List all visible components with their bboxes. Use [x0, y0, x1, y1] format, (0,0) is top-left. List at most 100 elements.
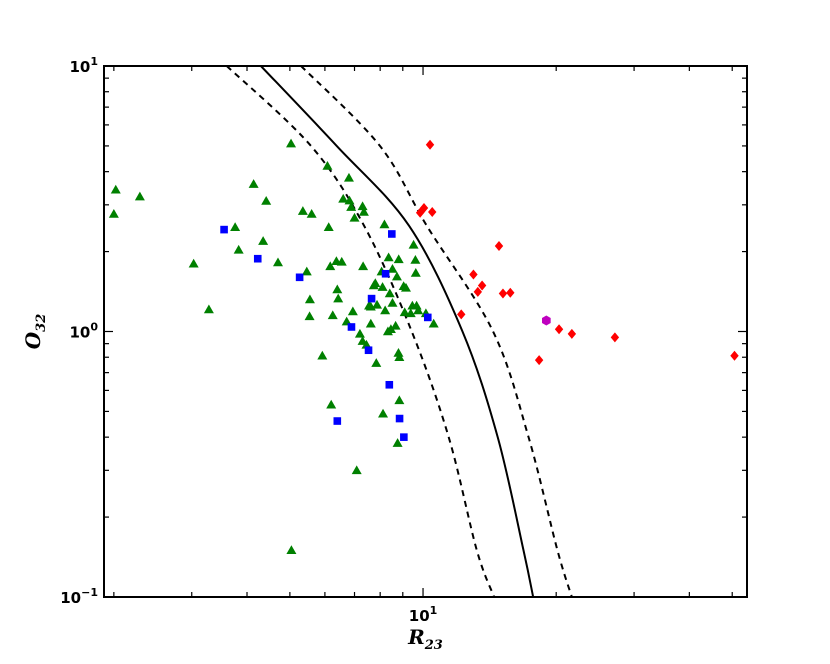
data-point-triangle	[383, 252, 394, 262]
data-point-triangle	[392, 438, 403, 447]
data-point-diamond	[506, 287, 515, 298]
data-point-triangle	[371, 358, 382, 367]
model-curve-solid	[260, 66, 535, 597]
data-point-triangle	[372, 299, 383, 309]
data-point-triangle	[336, 256, 347, 266]
data-point-triangle	[327, 310, 338, 320]
data-point-hexagon	[542, 315, 551, 326]
data-point-triangle	[286, 545, 297, 554]
data-point-triangle	[333, 293, 344, 303]
data-point-triangle	[387, 298, 398, 307]
curves-layer	[226, 66, 573, 597]
data-point-triangle	[233, 244, 244, 254]
data-point-square	[333, 417, 342, 425]
points-layer	[108, 138, 739, 554]
data-point-triangle	[405, 308, 416, 318]
data-point-triangle	[134, 191, 145, 201]
data-point-square	[395, 414, 404, 423]
data-point-triangle	[322, 161, 333, 170]
data-point-triangle	[306, 209, 317, 218]
data-point-diamond	[473, 286, 483, 297]
data-point-triangle	[188, 258, 199, 268]
data-point-triangle	[428, 318, 439, 328]
data-point-triangle	[393, 254, 404, 264]
data-point-square	[400, 433, 408, 441]
data-point-triangle	[385, 324, 396, 333]
data-point-triangle	[351, 465, 362, 475]
data-point-triangle	[378, 408, 389, 418]
data-point-triangle	[301, 266, 312, 276]
y-tick-label: 101	[69, 55, 98, 76]
data-point-diamond	[534, 355, 544, 366]
data-point-triangle	[358, 206, 369, 216]
data-point-triangle	[384, 288, 395, 298]
data-point-diamond	[567, 328, 577, 339]
data-point-square	[253, 254, 262, 263]
data-point-triangle	[325, 261, 336, 271]
data-point-diamond	[419, 202, 429, 213]
data-point-triangle	[304, 311, 315, 321]
data-point-diamond	[554, 324, 564, 335]
data-point-triangle	[399, 307, 410, 317]
data-point-square	[295, 273, 304, 282]
data-point-triangle	[357, 201, 368, 211]
data-point-diamond	[494, 240, 504, 251]
data-point-triangle	[338, 193, 349, 203]
data-point-square	[423, 313, 432, 322]
data-point-triangle	[410, 254, 421, 264]
data-point-triangle	[379, 219, 390, 229]
y-tick-label: 100	[69, 321, 98, 342]
data-point-triangle	[317, 350, 328, 360]
data-point-triangle	[248, 179, 259, 188]
data-point-square	[381, 269, 390, 278]
axes-frame	[103, 65, 748, 598]
data-point-triangle	[258, 236, 269, 245]
data-point-diamond	[730, 350, 739, 361]
data-point-diamond	[498, 288, 508, 299]
y-axis-label: O32	[21, 314, 49, 350]
data-point-triangle	[349, 212, 360, 222]
y-tick-label: 10−1	[60, 586, 98, 607]
data-point-square	[388, 230, 396, 238]
data-point-triangle	[347, 306, 358, 316]
data-point-triangle	[346, 202, 357, 211]
data-point-triangle	[393, 347, 404, 357]
data-point-diamond	[469, 269, 478, 280]
data-point-triangle	[341, 316, 352, 326]
data-point-triangle	[400, 282, 411, 292]
data-point-triangle	[390, 320, 401, 330]
data-point-triangle	[326, 399, 337, 409]
data-point-diamond	[425, 139, 435, 150]
ticks-layer	[104, 65, 747, 598]
data-point-triangle	[377, 282, 388, 291]
data-point-triangle	[413, 305, 424, 315]
data-point-triangle	[391, 271, 402, 281]
data-point-triangle	[230, 222, 241, 231]
data-point-triangle	[108, 209, 119, 218]
data-point-square	[220, 225, 228, 234]
data-point-square	[364, 346, 373, 355]
model-curve-dashed-2	[300, 66, 573, 597]
data-point-diamond	[477, 280, 487, 291]
data-point-triangle	[394, 352, 405, 361]
data-point-triangle	[110, 184, 121, 194]
data-point-triangle	[344, 195, 355, 205]
data-point-triangle	[408, 239, 419, 249]
data-point-triangle	[297, 206, 308, 215]
data-point-triangle	[261, 196, 272, 205]
data-point-triangle	[354, 328, 365, 338]
data-point-diamond	[457, 309, 466, 320]
data-point-triangle	[332, 284, 343, 294]
data-point-triangle	[370, 278, 381, 287]
data-point-triangle	[365, 318, 376, 328]
data-point-diamond	[428, 206, 437, 217]
data-point-triangle	[286, 138, 297, 148]
data-point-triangle	[323, 222, 334, 231]
data-point-triangle	[394, 395, 405, 405]
data-point-triangle	[272, 257, 283, 267]
data-point-triangle	[358, 261, 369, 271]
data-point-square	[385, 380, 394, 389]
data-point-triangle	[387, 263, 398, 273]
